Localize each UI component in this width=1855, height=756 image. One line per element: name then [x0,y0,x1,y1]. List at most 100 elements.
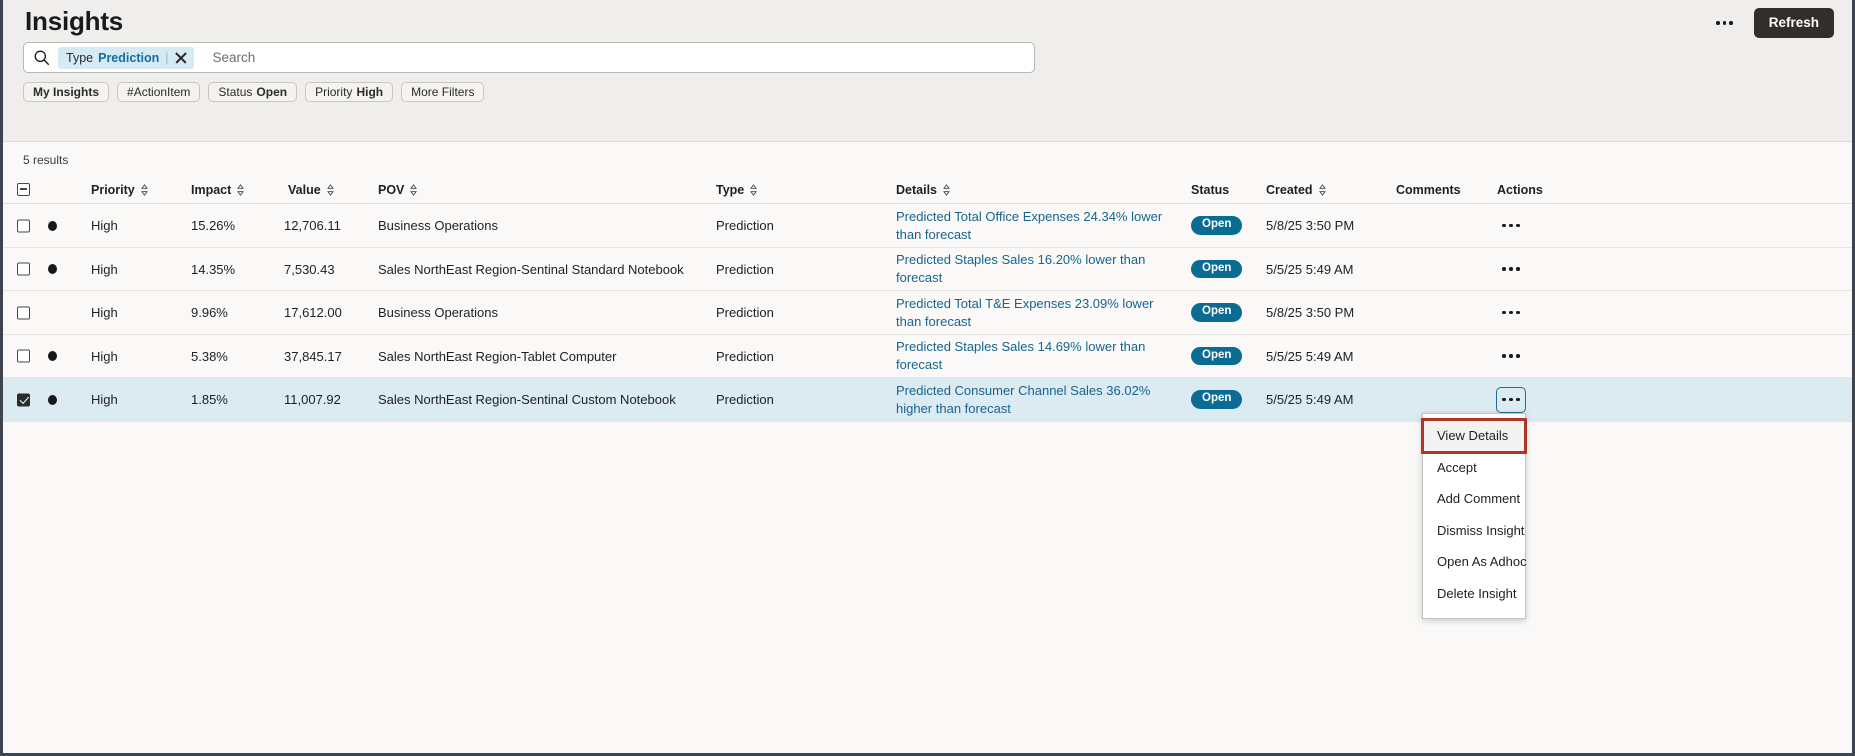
cell-status: Open [1191,248,1243,290]
details-link[interactable]: Predicted Staples Sales 14.69% lower tha… [896,339,1146,372]
cell-created: 5/8/25 3:50 PM [1266,218,1355,233]
menu-item-add-comment[interactable]: Add Comment [1437,491,1521,507]
page-header: Insights Refresh Type Prediction | [3,0,1852,141]
sort-icon [140,183,148,196]
filter-chip-more-filters[interactable]: More Filters [401,82,485,102]
results-count: 5 results [23,153,69,167]
cell-details: Predicted Consumer Channel Sales 36.02% … [896,378,1174,421]
cell-status: Open [1191,335,1243,377]
sort-icon [1318,183,1326,196]
table-row[interactable]: High 15.26% 12,706.11 Business Operation… [3,204,1852,248]
filter-chip-priority[interactable]: Priority High [305,82,394,102]
filter-chip-action-item[interactable]: #ActionItem [117,82,201,102]
results-panel: 5 results Priority Impact Value P [3,141,1852,753]
column-header-type[interactable]: Type [716,175,758,204]
column-header-value[interactable]: Value [288,175,335,204]
cell-impact: 1.85% [191,392,228,407]
status-badge: Open [1191,346,1243,366]
table-row[interactable]: High 5.38% 37,845.17 Sales NorthEast Reg… [3,335,1852,378]
filter-chip-my-insights[interactable]: My Insights [23,82,110,102]
cell-type: Prediction [716,392,774,407]
cell-status: Open [1191,291,1243,334]
row-checkbox[interactable] [17,393,30,406]
column-header-priority[interactable]: Priority [91,175,149,204]
search-bar[interactable]: Type Prediction | [23,42,1035,73]
cell-pov: Business Operations [378,305,498,320]
priority-indicator-dot [48,264,57,274]
filter-chip-list: My Insights #ActionItem Status Open Prio… [23,82,485,102]
details-link[interactable]: Predicted Consumer Channel Sales 36.02% … [896,382,1151,416]
cell-value: 11,007.92 [284,392,341,407]
column-header-details[interactable]: Details [896,175,951,204]
select-all-checkbox[interactable] [17,183,30,196]
search-input[interactable] [210,49,1025,66]
priority-indicator-dot [48,220,57,231]
close-x-icon[interactable] [174,51,188,65]
cell-value: 37,845.17 [284,348,342,364]
cell-type: Prediction [716,218,774,233]
column-header-created[interactable]: Created [1266,175,1327,204]
column-header-pov[interactable]: POV [378,175,418,204]
cell-priority: High [91,261,118,277]
column-header-impact[interactable]: Impact [191,175,245,204]
cell-details: Predicted Total Office Expenses 24.34% l… [896,204,1176,247]
sort-icon [943,183,950,196]
priority-indicator-dot [48,351,57,361]
status-badge: Open [1191,259,1243,279]
row-actions-ellipsis-icon[interactable] [1496,213,1526,239]
menu-item-delete-insight[interactable]: Delete Insight [1437,585,1517,601]
menu-item-dismiss-insight[interactable]: Dismiss Insight [1437,522,1525,538]
table-row[interactable]: High 9.96% 17,612.00 Business Operations… [3,291,1852,335]
sort-icon [237,183,245,196]
search-filter-token-type[interactable]: Type Prediction | [58,46,195,69]
cell-pov: Sales NorthEast Region-Sentinal Standard… [378,261,684,277]
cell-status: Open [1191,378,1243,421]
cell-impact: 14.35% [191,261,236,277]
column-header-status: Status [1191,182,1230,197]
refresh-button[interactable]: Refresh [1753,8,1834,38]
row-checkbox[interactable] [17,349,30,363]
insights-table: Priority Impact Value POV Type [3,175,1852,422]
menu-item-view-details[interactable]: View Details [1421,418,1527,454]
cell-type: Prediction [716,305,774,320]
row-actions-ellipsis-icon[interactable] [1496,386,1526,413]
chip-label: My Insights [33,85,100,99]
details-link[interactable]: Predicted Total T&E Expenses 23.09% lowe… [896,295,1154,329]
cell-actions [1496,335,1526,377]
details-link[interactable]: Predicted Total Office Expenses 24.34% l… [896,208,1163,242]
menu-item-accept[interactable]: Accept [1437,459,1477,475]
status-badge: Open [1191,390,1243,409]
row-actions-ellipsis-icon[interactable] [1496,256,1526,282]
chip-value: Open [256,85,288,99]
row-actions-ellipsis-icon[interactable] [1496,300,1526,326]
row-checkbox[interactable] [17,262,30,276]
header-actions: Refresh [1710,8,1834,38]
table-row[interactable]: High 1.85% 11,007.92 Sales NorthEast Reg… [3,378,1852,422]
chip-label: More Filters [411,85,475,99]
cell-impact: 15.26% [191,218,236,233]
priority-indicator-dot [48,394,57,405]
table-header-row: Priority Impact Value POV Type [3,175,1852,204]
cell-value: 7,530.43 [284,261,335,277]
page-title: Insights [25,6,124,36]
ellipsis-horizontal-icon[interactable] [1710,10,1740,36]
cell-status: Open [1191,204,1243,247]
filter-chip-status[interactable]: Status Open [208,82,298,102]
row-checkbox[interactable] [17,219,30,232]
details-link[interactable]: Predicted Staples Sales 16.20% lower tha… [896,252,1146,285]
cell-actions [1496,248,1526,290]
row-checkbox[interactable] [17,306,30,319]
cell-type: Prediction [716,348,774,364]
sort-icon [326,183,334,196]
cell-pov: Business Operations [378,218,498,233]
table-row[interactable]: High 14.35% 7,530.43 Sales NorthEast Reg… [3,248,1852,291]
chip-value: High [356,85,384,99]
chip-key: Priority [315,85,353,99]
token-separator: | [165,50,169,65]
cell-priority: High [91,392,118,407]
token-value: Prediction [98,50,160,65]
column-header-actions: Actions [1497,182,1543,197]
menu-item-open-as-adhoc[interactable]: Open As Adhoc [1437,554,1527,570]
row-actions-ellipsis-icon[interactable] [1496,343,1526,369]
row-actions-menu: View Details Accept Add Comment Dismiss … [1421,413,1527,619]
